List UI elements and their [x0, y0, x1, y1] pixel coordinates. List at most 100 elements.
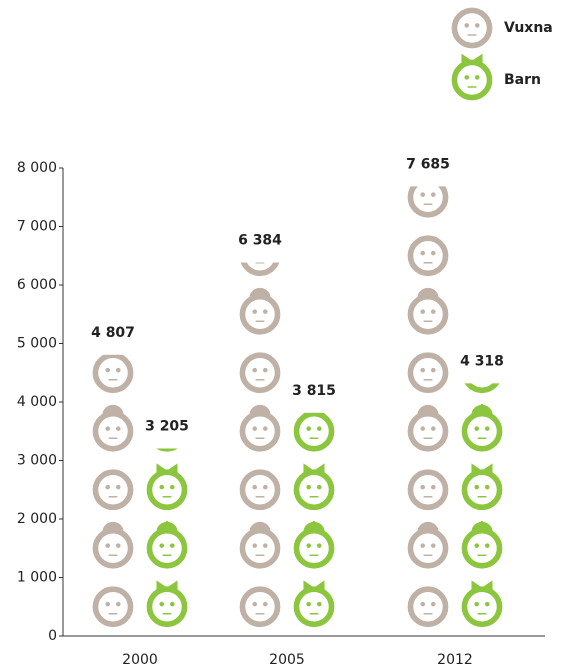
icon-eye [115, 543, 121, 548]
icon-eye [430, 192, 436, 197]
icon-eye [474, 601, 480, 607]
icon-eye [474, 484, 480, 490]
icon-face [92, 527, 134, 569]
icon-face [407, 527, 449, 569]
pictograph-bar [461, 383, 503, 628]
icon-face [461, 410, 503, 452]
icon-eye [306, 484, 312, 490]
icon-eye [430, 367, 436, 373]
icon-face [92, 469, 134, 511]
icon [156, 405, 178, 452]
icon [92, 469, 134, 511]
icon [407, 186, 449, 218]
icon [293, 412, 335, 452]
icon-face [92, 410, 134, 452]
icon-eye [316, 426, 322, 431]
icon-face [407, 293, 449, 335]
icon-eye [306, 543, 312, 548]
value-label: 4 807 [91, 325, 135, 341]
icon-eye [252, 543, 258, 548]
icon-eye [262, 484, 268, 490]
icon [239, 404, 281, 452]
x-tick-label: 2005 [269, 652, 305, 667]
icon-face [407, 469, 449, 511]
icon-face [92, 586, 134, 628]
icon-eye [252, 426, 258, 431]
value-label: 3 205 [145, 419, 189, 435]
icon-eye [420, 484, 426, 490]
icon-eye [474, 543, 480, 548]
icon-eye [430, 484, 436, 490]
icon-eye [420, 543, 426, 548]
icon-face [293, 527, 335, 569]
icon-eye [316, 484, 322, 490]
icon [239, 586, 281, 628]
pictograph-bar [92, 354, 134, 628]
icon [293, 463, 335, 511]
pictograph-bar [407, 186, 449, 628]
y-tick-label: 2 000 [17, 511, 57, 527]
icon [146, 463, 188, 511]
x-tick-label: 2000 [122, 652, 158, 667]
icon-eye [484, 543, 490, 548]
value-label: 7 685 [406, 156, 450, 172]
y-tick-label: 3 000 [17, 453, 57, 469]
icon [240, 251, 280, 277]
icon-eye [159, 601, 165, 607]
icon-eye [263, 251, 268, 256]
icon-eye [262, 601, 268, 607]
legend-label: Barn [504, 72, 541, 88]
icon [461, 580, 503, 628]
y-tick-label: 6 000 [17, 277, 57, 293]
icon-eye [262, 543, 268, 548]
y-tick-label: 7 000 [17, 219, 57, 235]
icon-eye [169, 543, 175, 548]
icon-eye [252, 484, 258, 490]
icon-eye [159, 543, 165, 548]
icon [239, 352, 281, 394]
icon-face [293, 586, 335, 628]
icon-eye [252, 367, 258, 373]
icon [293, 580, 335, 628]
icon-face [464, 383, 500, 394]
icon-eye [105, 601, 111, 607]
icon-eye [262, 367, 268, 373]
icon-eye [306, 601, 312, 607]
icon-eye [420, 192, 426, 197]
icon-face [461, 469, 503, 511]
icon-face [293, 469, 335, 511]
icon-face [407, 410, 449, 452]
icon-eye [252, 251, 257, 256]
icon [239, 469, 281, 511]
icon-face [461, 527, 503, 569]
icon-eye [252, 601, 258, 607]
icon [92, 354, 134, 394]
value-label: 4 318 [460, 353, 504, 369]
icon-eye [105, 484, 111, 490]
icon-eye [474, 75, 480, 80]
icon-eye [115, 601, 121, 607]
icon-eye [430, 543, 436, 548]
icon-eye [105, 367, 111, 373]
icon [146, 521, 188, 569]
icon-eye [430, 426, 436, 431]
icon [461, 521, 503, 569]
icon-eye [169, 601, 175, 607]
icon-eye [115, 484, 121, 490]
icon [92, 521, 134, 569]
icon-face [146, 527, 188, 569]
icon-eye [105, 543, 111, 548]
y-tick-label: 8 000 [17, 160, 57, 176]
y-tick-label: 5 000 [17, 336, 57, 352]
icon-eye [306, 426, 312, 431]
icon-eye [464, 75, 470, 80]
icon-eye [484, 426, 490, 431]
icon-face [461, 586, 503, 628]
icon-face [407, 586, 449, 628]
icon-sprout-hat [156, 405, 177, 415]
legend-item: Barn [451, 53, 541, 101]
icon [293, 521, 335, 569]
icon-eye [316, 601, 322, 607]
icon-eye [262, 426, 268, 431]
icon-face [451, 7, 493, 49]
